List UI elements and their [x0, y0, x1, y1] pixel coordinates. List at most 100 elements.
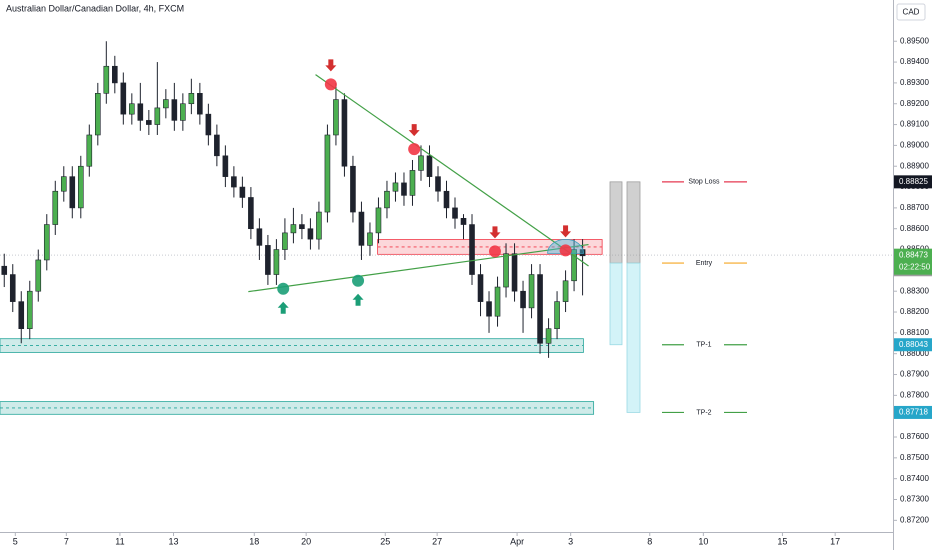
level-label-bg: [684, 338, 724, 351]
candle-body: [222, 155, 229, 177]
price-tag-label: 0.88043: [899, 340, 928, 349]
marker: [352, 274, 365, 287]
candle-body: [52, 190, 59, 225]
level-label-bg: [684, 406, 724, 419]
candle-body: [384, 190, 390, 209]
currency-box[interactable]: [896, 3, 926, 21]
candle-body: [9, 274, 16, 302]
marker: [408, 143, 421, 156]
x-tick-label: 5: [13, 536, 18, 546]
candle-body: [469, 224, 475, 275]
x-tick-label: 20: [301, 536, 311, 546]
y-tick-label: 0.89400: [900, 57, 929, 66]
arrow-up: [277, 301, 289, 314]
y-tick-label: 0.88000: [900, 349, 929, 358]
candle-body: [562, 280, 569, 302]
price-tag: [894, 175, 932, 189]
candle-body: [231, 176, 237, 188]
marker: [277, 282, 290, 295]
y-tick-label: 0.88900: [900, 161, 929, 170]
candle-body: [248, 197, 254, 230]
arrow-up: [352, 293, 364, 306]
candle-body: [35, 259, 42, 292]
level-label: TP-1: [696, 342, 711, 349]
candle-body: [409, 170, 416, 196]
price-tag: [894, 405, 932, 419]
y-tick-label: 0.89500: [900, 36, 929, 45]
y-tick-label: 0.87900: [900, 370, 929, 379]
x-tick-label: 17: [830, 536, 840, 546]
risk-box: [626, 181, 641, 264]
candle-body: [69, 176, 76, 209]
candle-body: [494, 286, 501, 317]
chart-title: Australian Dollar/Canadian Dollar, 4h, F…: [6, 3, 184, 13]
candle-body: [103, 65, 110, 94]
trendline: [248, 243, 589, 293]
y-tick-label: 0.87800: [900, 390, 929, 399]
y-tick-label: 0.88600: [900, 224, 929, 233]
candle-body: [146, 120, 152, 125]
marker: [324, 78, 337, 91]
reward-box: [626, 262, 641, 413]
x-tick-label: 11: [115, 536, 124, 546]
arrow-down: [325, 59, 337, 72]
candle-body: [528, 274, 535, 309]
y-tick-label: 0.87200: [900, 515, 929, 524]
candle-body: [537, 274, 543, 344]
x-tick-label: 27: [432, 536, 442, 546]
y-tick-label: 0.89300: [900, 78, 929, 87]
candle-body: [554, 301, 560, 329]
currency: CAD: [903, 8, 920, 17]
candle-body: [282, 232, 288, 250]
candle-body: [214, 134, 220, 157]
candle-body: [18, 301, 25, 329]
price-tag: [894, 338, 932, 352]
arrow-down: [489, 226, 501, 239]
candle-body: [120, 82, 127, 115]
candle-body: [290, 224, 297, 234]
candle-body: [1, 265, 8, 275]
candle-body: [571, 249, 577, 282]
x-tick-label: 7: [64, 536, 69, 546]
candle-body: [333, 99, 339, 136]
x-tick-label: 18: [249, 536, 259, 546]
candle-body: [26, 290, 33, 329]
candle-body: [197, 93, 203, 115]
reward-box: [609, 262, 623, 346]
candle-body: [95, 93, 101, 136]
x-tick-label: Apr: [510, 536, 524, 546]
candle-body: [171, 99, 178, 121]
candle-body: [367, 232, 373, 246]
level-label: Entry: [696, 260, 713, 267]
y-tick-label: 0.87600: [900, 432, 929, 441]
y-tick-label: 0.88700: [900, 203, 929, 212]
trendline: [315, 74, 589, 267]
candle-body: [392, 182, 399, 192]
candle-body: [43, 224, 50, 261]
countdown: 02:22:50: [899, 262, 931, 271]
candle-body: [460, 217, 467, 225]
candle-body: [86, 134, 93, 167]
candle-body: [426, 155, 433, 177]
arrow-down: [560, 225, 572, 238]
y-tick-label: 0.87500: [900, 453, 929, 462]
candle-body: [299, 224, 305, 230]
candle-body: [477, 274, 484, 302]
candle-body: [520, 290, 526, 309]
candle-body: [205, 113, 212, 136]
candle-body: [163, 99, 169, 109]
price-tag: [894, 248, 932, 275]
candle-body: [375, 207, 382, 234]
y-tick-label: 0.88200: [900, 307, 929, 316]
y-tick-label: 0.87400: [900, 474, 929, 483]
x-tick-label: 10: [698, 536, 708, 546]
candle-body: [307, 228, 314, 240]
candle-body: [350, 165, 356, 213]
y-tick-label: 0.89200: [900, 99, 929, 108]
candle-body: [511, 253, 518, 292]
candle-body: [60, 176, 67, 192]
candle-body: [358, 211, 365, 246]
candle-body: [265, 245, 271, 275]
